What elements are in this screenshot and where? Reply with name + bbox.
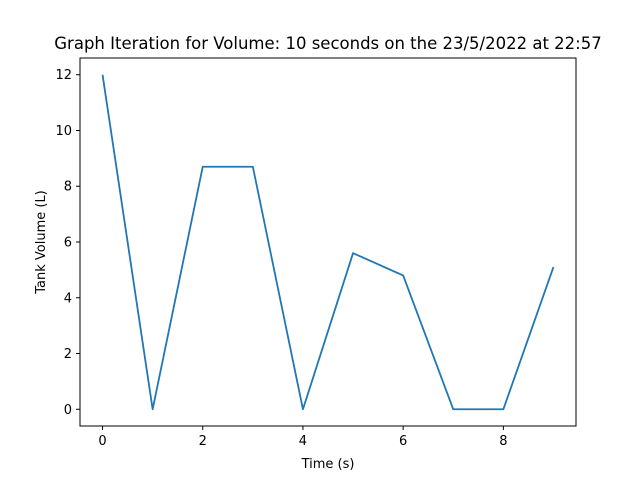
- y-tick-label: 8: [64, 180, 72, 195]
- y-axis-label: Tank Volume (L): [34, 190, 49, 295]
- x-tick-label: 6: [399, 434, 407, 449]
- ticks-layer: 0 2 4 6 8 0 2 4 6 8 10 12: [55, 68, 507, 449]
- y-tick-label: 2: [64, 347, 72, 362]
- x-tick-label: 8: [499, 434, 507, 449]
- plot-frame: [79, 57, 577, 427]
- x-tick-label: 0: [98, 434, 106, 449]
- y-tick-label: 12: [55, 68, 72, 83]
- x-axis-label: Time (s): [301, 457, 355, 472]
- x-tick-label: 4: [299, 434, 307, 449]
- y-tick-label: 10: [55, 124, 72, 139]
- series-line-0: [101, 74, 555, 411]
- x-tick-label: 2: [199, 434, 207, 449]
- y-tick-label: 0: [64, 403, 72, 418]
- y-tick-label: 6: [64, 236, 72, 251]
- plot-area: [80, 58, 576, 426]
- chart-title: Graph Iteration for Volume: 10 seconds o…: [54, 34, 601, 53]
- y-tick-label: 4: [64, 291, 72, 306]
- series-layer: [101, 74, 555, 411]
